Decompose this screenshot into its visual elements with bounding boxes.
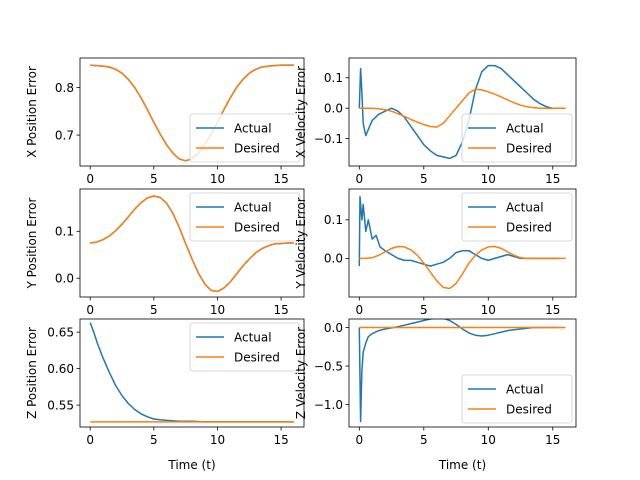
x-tick-label: 10 bbox=[481, 172, 496, 186]
legend-label-desired: Desired bbox=[234, 141, 280, 155]
x-tick-label: 10 bbox=[210, 303, 225, 317]
x-position-error-chart: 0 5 10 15 0.7 0.8 X Position Error Actual Desire… bbox=[25, 57, 305, 186]
legend: Actual Desired bbox=[189, 322, 301, 372]
x-tick-label: 5 bbox=[420, 303, 428, 317]
y-tick-label: 0.0 bbox=[324, 252, 343, 266]
y-tick-label: 0.65 bbox=[47, 325, 74, 339]
axes-frame bbox=[348, 318, 577, 428]
legend-label-actual: Actual bbox=[506, 200, 544, 214]
legend: Actual Desired bbox=[461, 113, 573, 163]
legend-label-actual: Actual bbox=[506, 121, 544, 135]
y-tick-label: 0.8 bbox=[55, 81, 74, 95]
x-tick-label: 5 bbox=[150, 303, 158, 317]
legend: Actual Desired bbox=[461, 192, 573, 242]
z-velocity-error-chart: 0 5 10 15 −1.0 −0.5 0.0 Z Velocity Error Time (t… bbox=[294, 318, 577, 472]
y-tick-label: 0.7 bbox=[55, 128, 74, 142]
legend-box bbox=[461, 374, 573, 424]
x-tick-label: 5 bbox=[150, 172, 158, 186]
x-tick-label: 0 bbox=[86, 433, 94, 447]
legend-label-actual: Actual bbox=[234, 200, 272, 214]
series-line-desired bbox=[90, 195, 294, 293]
legend-label-desired: Desired bbox=[506, 220, 552, 234]
x-tick-label: 10 bbox=[210, 433, 225, 447]
legend-box bbox=[461, 113, 573, 163]
x-tick-label: 15 bbox=[273, 172, 288, 186]
y-tick-label: 0.60 bbox=[47, 362, 74, 376]
legend-label-desired: Desired bbox=[506, 402, 552, 416]
y-axis-label: Y Position Error bbox=[25, 197, 39, 289]
legend-label-desired: Desired bbox=[234, 350, 280, 364]
y-position-error-chart: 0 5 10 15 0.0 0.1 Y Position Error Actual Desire… bbox=[25, 188, 305, 317]
axes-frame bbox=[348, 188, 577, 298]
y-tick-label: −0.1 bbox=[314, 132, 343, 146]
x-tick-label: 0 bbox=[355, 172, 363, 186]
legend: Actual Desired bbox=[189, 113, 301, 163]
x-velocity-error-chart: 0 5 10 15 −0.1 0.0 0.1 X Velocity Error Actual De… bbox=[294, 57, 577, 186]
x-tick-label: 0 bbox=[86, 303, 94, 317]
x-tick-label: 10 bbox=[481, 303, 496, 317]
x-tick-label: 0 bbox=[355, 303, 363, 317]
legend: Actual Desired bbox=[189, 192, 301, 242]
legend-box bbox=[189, 113, 301, 163]
legend-label-actual: Actual bbox=[506, 382, 544, 396]
y-tick-label: 0.55 bbox=[47, 398, 74, 412]
y-tick-label: 0.1 bbox=[55, 225, 74, 239]
x-tick-label: 15 bbox=[545, 303, 560, 317]
series-line-actual bbox=[358, 64, 560, 160]
axes-frame bbox=[348, 57, 577, 167]
x-axis-label: Time (t) bbox=[438, 458, 486, 472]
x-tick-label: 15 bbox=[545, 172, 560, 186]
axes-frame bbox=[79, 188, 305, 298]
legend-label-actual: Actual bbox=[234, 330, 272, 344]
x-tick-label: 5 bbox=[420, 433, 428, 447]
y-tick-label: 0.0 bbox=[55, 272, 74, 286]
y-axis-label: Z Position Error bbox=[25, 327, 39, 419]
x-tick-label: 15 bbox=[273, 303, 288, 317]
legend-label-desired: Desired bbox=[506, 141, 552, 155]
y-axis-label: Y Velocity Error bbox=[294, 197, 308, 289]
axes-frame bbox=[79, 318, 305, 428]
x-tick-label: 10 bbox=[481, 433, 496, 447]
y-axis-label: Z Velocity Error bbox=[294, 327, 308, 419]
x-tick-label: 15 bbox=[545, 433, 560, 447]
y-axis-label: X Position Error bbox=[25, 66, 39, 158]
y-tick-label: 0.0 bbox=[324, 101, 343, 115]
x-tick-label: 15 bbox=[273, 433, 288, 447]
series-line-desired bbox=[359, 88, 566, 128]
legend-box bbox=[189, 192, 301, 242]
y-axis-label: X Velocity Error bbox=[294, 66, 308, 158]
legend-box bbox=[461, 192, 573, 242]
y-tick-label: −0.5 bbox=[314, 359, 343, 373]
x-tick-label: 5 bbox=[150, 433, 158, 447]
y-tick-label: 0.0 bbox=[324, 321, 343, 335]
y-tick-label: 0.1 bbox=[324, 213, 343, 227]
x-tick-label: 5 bbox=[420, 172, 428, 186]
y-velocity-error-chart: 0 5 10 15 0.0 0.1 Y Velocity Error Actual Desire… bbox=[294, 188, 577, 317]
z-position-error-chart: 0 5 10 15 0.55 0.60 0.65 Z Position Error Time (… bbox=[25, 318, 305, 472]
x-tick-label: 0 bbox=[355, 433, 363, 447]
series-line-desired bbox=[359, 245, 566, 290]
legend: Actual Desired bbox=[461, 374, 573, 424]
y-tick-label: −1.0 bbox=[314, 398, 343, 412]
legend-box bbox=[189, 322, 301, 372]
legend-label-desired: Desired bbox=[234, 220, 280, 234]
legend-label-actual: Actual bbox=[234, 121, 272, 135]
x-axis-label: Time (t) bbox=[167, 458, 215, 472]
x-tick-label: 10 bbox=[210, 172, 225, 186]
y-tick-label: 0.1 bbox=[324, 71, 343, 85]
x-tick-label: 0 bbox=[86, 172, 94, 186]
axes-frame bbox=[79, 57, 305, 167]
